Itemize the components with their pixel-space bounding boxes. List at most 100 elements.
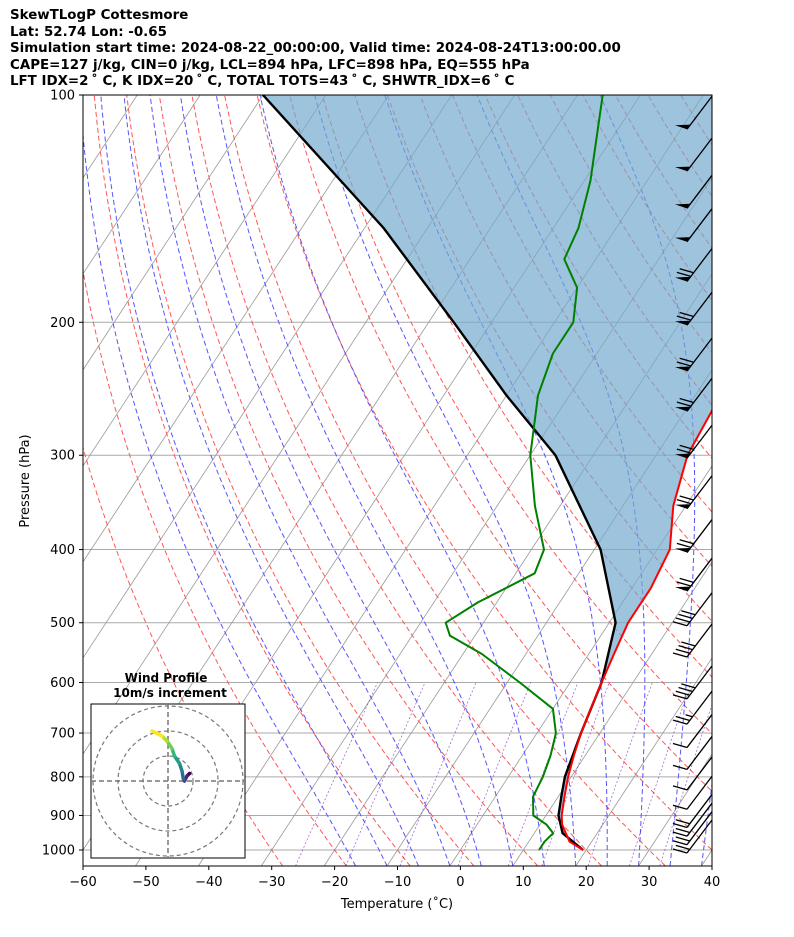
x-tick-label: 0 (456, 875, 464, 890)
isotherm (83, 95, 327, 467)
wind-barb (675, 291, 713, 326)
moist-adiabat (123, 95, 419, 866)
wind-barb (675, 208, 713, 243)
x-tick-label: 10 (515, 875, 532, 890)
isotherm (449, 465, 712, 866)
mixing-ratio-line (541, 682, 610, 866)
wind-barb (672, 665, 713, 700)
chart-header: SkewTLogP Cottesmore Lat: 52.74 Lon: -0.… (10, 8, 621, 91)
hodograph-title: Wind Profile (125, 671, 208, 685)
x-tick-label: −40 (195, 875, 222, 890)
wind-barb (675, 475, 713, 510)
cape-cin-fills (263, 95, 712, 850)
wind-barb (672, 623, 713, 658)
isotherm (512, 561, 712, 866)
dry-adiabat (778, 95, 794, 866)
isotherm (575, 657, 712, 866)
dry-adiabat (126, 95, 475, 866)
dry-adiabat (224, 95, 666, 866)
wind-barb (672, 802, 713, 837)
wind-barb (675, 137, 713, 172)
wind-barb (675, 377, 713, 412)
isotherm (83, 95, 453, 659)
dry-adiabat (354, 95, 712, 678)
dry-adiabat (746, 95, 794, 866)
y-axis-label: Pressure (hPa) (18, 434, 33, 527)
wind-barb (672, 714, 713, 749)
y-tick-label: 200 (50, 316, 75, 331)
wind-barb (672, 794, 713, 829)
wind-barb (675, 337, 713, 372)
hodograph-segment (150, 729, 159, 736)
wind-barb (675, 424, 713, 459)
cape-area (263, 95, 712, 680)
dewpoint-profile (444, 95, 604, 851)
mixing-ratio-line (399, 682, 477, 866)
dry-adiabat (256, 95, 712, 851)
wind-barb (675, 174, 713, 209)
y-tick-label: 800 (50, 770, 75, 785)
y-tick-label: 300 (50, 449, 75, 464)
wind-barb (672, 775, 713, 810)
y-tick-label: 1000 (42, 844, 75, 859)
location-line: Lat: 52.74 Lon: -0.65 (10, 24, 167, 40)
y-tick-label: 400 (50, 543, 75, 558)
wind-barb (675, 519, 713, 553)
isotherm (0, 95, 74, 866)
y-tick-label: 700 (50, 727, 75, 742)
wind-barb (672, 736, 713, 771)
dry-adiabat (713, 95, 794, 866)
isotherm (764, 95, 794, 866)
moist-adiabat (83, 129, 357, 866)
moist-adiabat (149, 95, 451, 866)
wind-barb (672, 592, 713, 627)
wind-barb (675, 248, 713, 282)
mixing-ratio-line (295, 682, 378, 866)
moist-adiabat (215, 95, 514, 866)
time-line: Simulation start time: 2024-08-22_00:00:… (10, 41, 621, 56)
mixing-ratio-line (345, 682, 426, 866)
y-tick-label: 500 (50, 616, 75, 631)
parcel-profile (262, 95, 617, 851)
hodograph-inset: Wind Profile 10m/s increment (90, 671, 246, 859)
wind-barb (675, 95, 713, 130)
y-axis-ticks: 100 200 300 400 500 600 700 800 900 1000 (42, 89, 83, 859)
cape-line: CAPE=127 j/kg, CIN=0 j/kg, LCL=894 hPa, … (10, 57, 530, 73)
moist-adiabat (179, 95, 482, 866)
isotherm (83, 95, 201, 275)
y-tick-label: 100 (50, 89, 75, 104)
mixing-ratio-line (457, 682, 532, 866)
dry-adiabat (158, 95, 539, 866)
isotherm (83, 95, 264, 371)
x-tick-label: −20 (321, 875, 348, 890)
moist-adiabat (100, 95, 388, 866)
wind-barb (672, 819, 713, 854)
x-tick-label: 20 (578, 875, 595, 890)
moist-adiabat (259, 95, 545, 866)
x-tick-label: −60 (69, 875, 96, 890)
mixing-ratio-line (587, 682, 653, 866)
y-tick-label: 600 (50, 676, 75, 691)
dry-adiabat (321, 95, 712, 735)
wind-barb (672, 811, 713, 846)
dry-adiabat (83, 445, 284, 866)
temperature-profile (560, 408, 712, 851)
hodograph-subtitle: 10m/s increment (113, 686, 227, 700)
x-tick-label: −50 (132, 875, 159, 890)
x-axis-label: Temperature (˚C) (340, 896, 453, 912)
x-tick-label: 40 (704, 875, 721, 890)
x-axis-ticks: −60 −50 −40 −30 −20 −10 0 10 20 30 40 (69, 866, 720, 890)
sounding-profiles (262, 95, 712, 851)
isotherm (83, 95, 390, 563)
wind-barb (672, 690, 713, 725)
wind-barb (672, 756, 713, 791)
y-tick-label: 900 (50, 809, 75, 824)
dry-adiabat (191, 95, 602, 866)
wind-barb (675, 557, 713, 592)
isotherm (0, 95, 11, 866)
x-tick-label: −10 (384, 875, 411, 890)
x-tick-label: 30 (641, 875, 658, 890)
wind-barbs (672, 95, 713, 854)
dry-adiabat (83, 268, 347, 866)
